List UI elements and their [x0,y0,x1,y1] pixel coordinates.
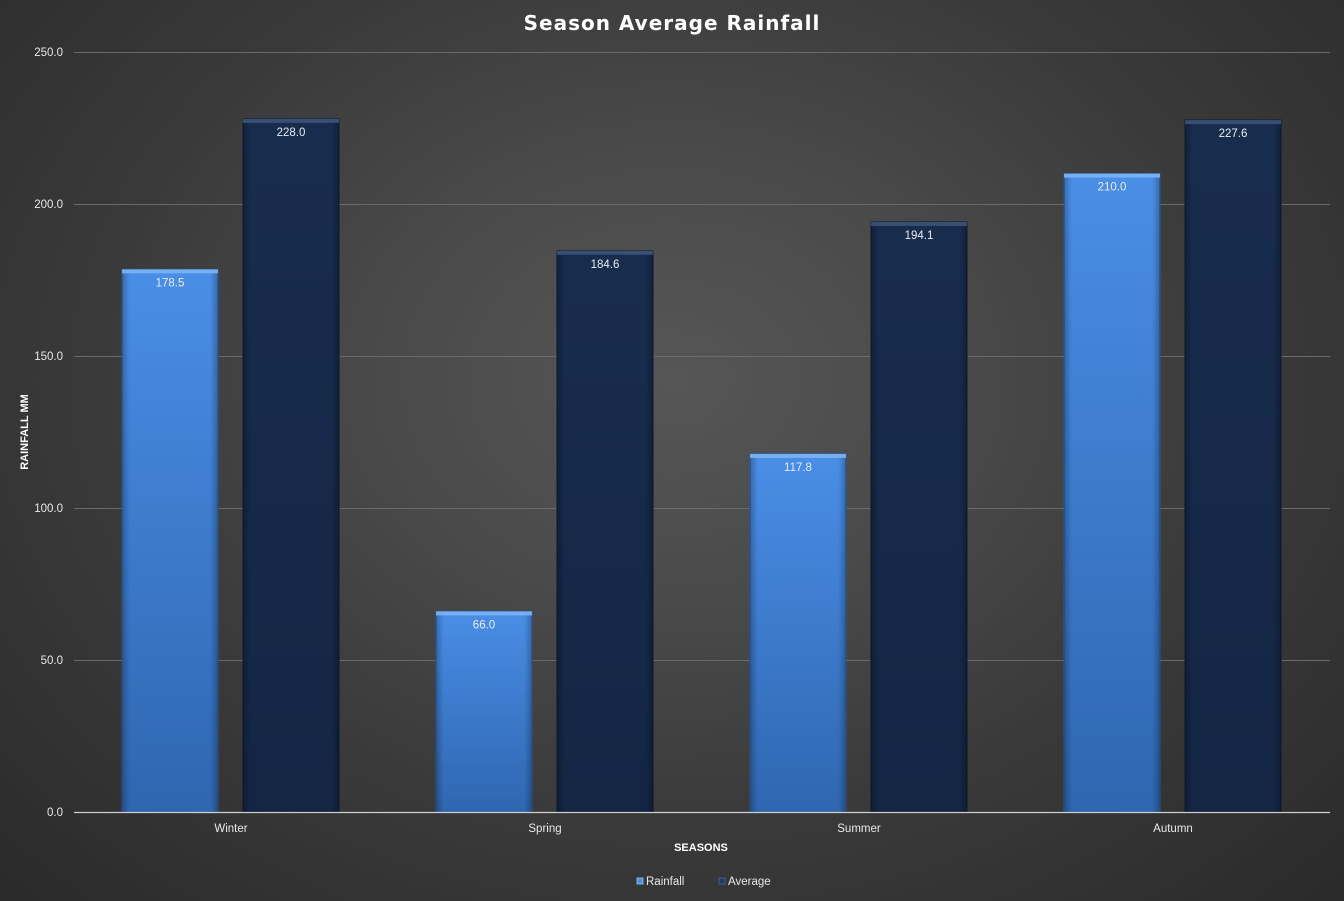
bar-rainfall-summer [749,453,847,813]
bar-bevel [122,269,218,274]
legend-item-rainfall: Rainfall [636,876,684,888]
bars [121,118,1282,813]
legend-label: Average [728,876,771,888]
bar-shading [1064,173,1160,813]
bar-bevel [557,250,653,255]
y-tick-label: 250.0 [34,47,63,59]
x-axis-ticks: Winter Spring Summer Autumn [214,823,1192,835]
data-label: 184.6 [591,259,620,271]
bar-shading [243,118,339,812]
bar-shading [871,221,967,812]
data-label: 178.5 [156,277,185,289]
legend: Rainfall Average [636,876,771,888]
bar-average-autumn [1184,119,1282,813]
legend-label: Rainfall [646,876,684,888]
legend-swatch [718,877,726,885]
bar-average-summer [870,221,968,813]
bar-shading [436,611,532,812]
data-label: 194.1 [905,230,934,242]
y-axis-title: RAINFALL MM [19,394,31,470]
bar-bevel [871,221,967,226]
bar-average-winter [242,118,340,813]
y-axis-ticks: 0.0 50.0 100.0 150.0 200.0 250.0 [34,47,63,819]
y-tick-label: 100.0 [34,503,63,515]
bar-bevel [750,453,846,458]
bar-shading [122,269,218,812]
bar-bevel [243,118,339,123]
x-axis-title: SEASONS [674,842,728,854]
x-tick-label: Autumn [1153,823,1193,835]
y-tick-label: 150.0 [34,351,63,363]
bar-shading [557,250,653,813]
bar-rainfall-winter [121,268,219,813]
bar-rainfall-autumn [1063,173,1161,813]
data-label: 210.0 [1098,182,1127,194]
x-tick-label: Spring [528,823,561,835]
x-tick-label: Summer [837,823,881,835]
y-tick-label: 200.0 [34,199,63,211]
bar-average-spring [556,250,654,813]
data-labels: 178.5 66.0 117.8 210.0 228.0 184.6 194.1 227.6 [156,127,1248,631]
data-label: 228.0 [277,127,306,139]
legend-item-average: Average [718,876,771,888]
y-tick-label: 0.0 [47,807,63,819]
data-label: 117.8 [784,462,812,474]
bar-bevel [1064,173,1160,178]
bar-bevel [436,611,532,616]
y-tick-label: 50.0 [41,655,63,667]
bar-shading [750,453,846,812]
chart-title: Season Average Rainfall [524,11,821,35]
data-label: 66.0 [473,619,495,631]
bar-rainfall-spring [435,610,533,813]
bar-bevel [1185,120,1281,125]
legend-swatch [636,877,644,885]
bar-shading [1185,120,1281,812]
data-label: 227.6 [1219,128,1248,140]
x-tick-label: Winter [214,823,247,835]
